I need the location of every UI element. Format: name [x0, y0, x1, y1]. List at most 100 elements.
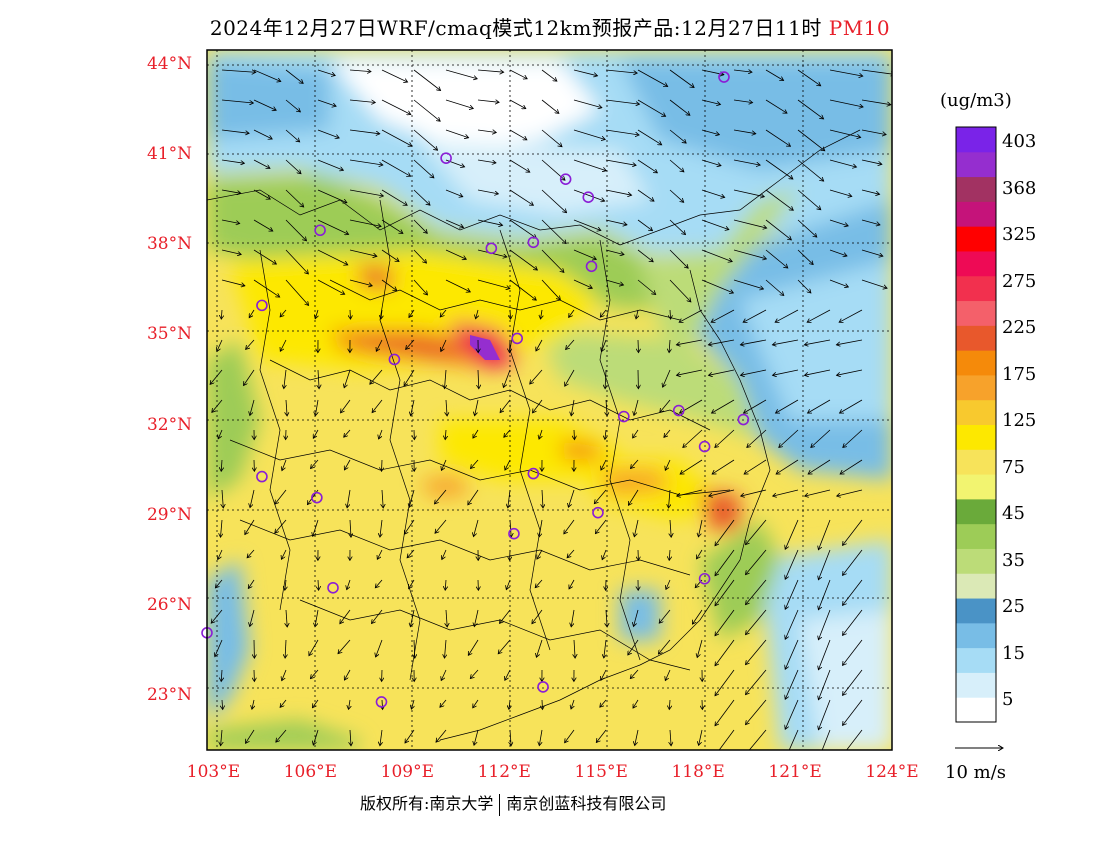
- wind-arrow: [637, 129, 662, 145]
- colorbar-cell: [956, 250, 996, 277]
- wind-arrow: [804, 339, 831, 345]
- lon-label: 121°E: [768, 762, 822, 782]
- wind-arrow: [861, 219, 880, 225]
- wind-arrow: [765, 279, 784, 296]
- wind-arrow: [477, 70, 504, 72]
- wind-arrow: [701, 99, 721, 105]
- wind-arrow: [861, 99, 891, 105]
- wind-arrow: [843, 579, 863, 605]
- wind-arrow: [215, 639, 223, 657]
- wind-arrow: [829, 249, 847, 256]
- wind-arrow: [633, 699, 639, 708]
- wind-arrow: [285, 69, 303, 83]
- wind-arrow: [222, 699, 223, 710]
- wind-arrow: [765, 69, 784, 81]
- wind-arrow: [746, 519, 767, 545]
- wind-arrow: [670, 309, 671, 319]
- wind-arrow: [536, 639, 543, 657]
- wind-arrow: [468, 489, 479, 505]
- wind-arrow: [276, 729, 287, 742]
- wind-arrow: [210, 369, 223, 384]
- wind-arrow: [605, 189, 632, 195]
- wind-arrow: [510, 339, 511, 353]
- wind-arrow: [541, 99, 559, 113]
- wind-arrow: [837, 489, 863, 496]
- city-marker: [388, 353, 401, 366]
- lon-label: 118°E: [671, 762, 725, 782]
- wind-arrow: [542, 489, 543, 508]
- colorbar-cell: [956, 672, 996, 698]
- wind-arrow: [318, 369, 319, 389]
- wind-arrow: [669, 549, 670, 560]
- lat-label: 23°N: [146, 684, 192, 705]
- wind-arrow: [659, 609, 671, 623]
- wind-arrow: [747, 429, 767, 448]
- wind-arrow: [541, 219, 566, 244]
- wind-arrow: [797, 159, 824, 181]
- wind-arrow: [381, 309, 382, 319]
- wind-arrow: [221, 99, 253, 103]
- wind-arrow: [669, 99, 690, 115]
- wind-arrow: [446, 399, 447, 416]
- wind-arrow: [413, 279, 428, 295]
- wind-arrow: [715, 579, 735, 606]
- wind-arrow: [638, 339, 639, 353]
- wind-arrow: [669, 699, 670, 710]
- wind-arrow: [532, 609, 543, 624]
- wind-arrow: [249, 309, 255, 318]
- wind-arrow: [818, 609, 831, 640]
- wind-arrow: [445, 639, 447, 658]
- wind-arrow: [500, 609, 511, 623]
- colorbar-cell: [956, 350, 996, 376]
- wind-arrow: [746, 609, 767, 635]
- wind-arrow: [846, 729, 863, 750]
- wind-arrow: [212, 399, 223, 412]
- wind-arrow: [840, 459, 863, 474]
- wind-arrow: [317, 249, 348, 265]
- wind-arrow: [344, 369, 351, 388]
- colorbar-cell: [956, 127, 996, 153]
- wind-arrow: [477, 130, 496, 133]
- colorbar: [955, 126, 997, 723]
- wind-arrow: [530, 369, 543, 384]
- wind-arrow: [221, 219, 240, 224]
- wind-arrow: [785, 699, 799, 729]
- wind-arrow: [344, 429, 351, 437]
- wind-arrow: [478, 369, 479, 389]
- wind-arrow: [635, 729, 639, 746]
- wind-arrow: [541, 309, 543, 319]
- wind-arrow: [221, 459, 222, 471]
- wind-arrow: [349, 159, 383, 165]
- wind-arrow: [797, 99, 824, 119]
- wind-arrow: [701, 159, 721, 166]
- wind-arrow: [246, 729, 255, 743]
- wind-arrow: [573, 129, 605, 140]
- wind-arrow: [509, 219, 536, 238]
- wind-arrow: [740, 339, 767, 345]
- wind-arrow: [733, 70, 752, 72]
- wind-arrow: [349, 129, 380, 134]
- wind-arrow: [663, 369, 671, 387]
- wind-arrow: [606, 399, 607, 416]
- colorbar-cell: [956, 647, 996, 673]
- city-marker: [559, 173, 572, 185]
- wind-arrow: [442, 549, 447, 560]
- wind-arrow: [310, 669, 319, 679]
- wind-arrow: [785, 639, 799, 669]
- wind-arrow: [317, 99, 336, 106]
- wind-arrow: [409, 309, 415, 318]
- wind-arrow: [509, 699, 510, 709]
- wind-arrow: [221, 249, 241, 254]
- wind-arrow: [633, 429, 639, 438]
- wind-arrow: [535, 579, 543, 588]
- wind-arrow: [679, 309, 703, 322]
- wind-arrow: [404, 519, 415, 534]
- wind-arrow: [445, 429, 446, 440]
- wind-arrow: [808, 459, 831, 474]
- colorbar-frame: [955, 126, 997, 723]
- wind-arrow: [818, 669, 831, 700]
- wind-arrow: [715, 609, 735, 636]
- wind-arrow: [818, 549, 831, 580]
- wind-arrow: [605, 369, 606, 389]
